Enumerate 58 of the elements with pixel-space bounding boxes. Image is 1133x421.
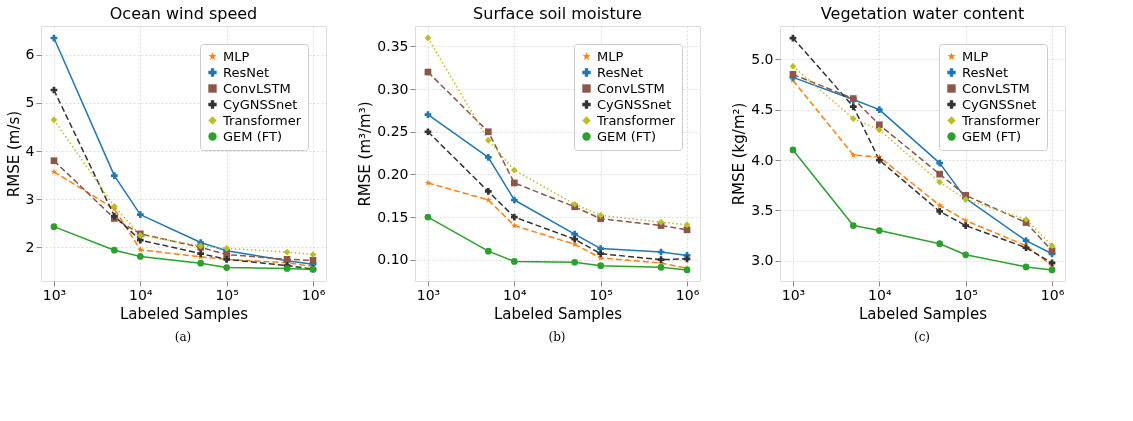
y-tick-label: 0.35 [377, 37, 409, 54]
legend-label: MLP [962, 48, 989, 64]
x-tick-label: 10³ [781, 286, 806, 303]
x-axis-title: Labeled Samples [858, 304, 988, 323]
text: (b) [548, 330, 566, 344]
legend-label: MLP [597, 48, 624, 64]
legend-label: ConvLSTM [962, 80, 1030, 96]
chart-title: Surface soil moisture [473, 4, 642, 23]
y-tick-label: 0.10 [377, 251, 409, 268]
x-tick-label: 10⁴ [129, 286, 153, 303]
y-tick-label: 0.25 [377, 123, 409, 140]
legend-label: Transformer [596, 112, 676, 128]
legend-label: CyGNSSnet [597, 96, 672, 112]
chart-title: Ocean wind speed [109, 4, 258, 23]
y-tick-label: 5.0 [751, 50, 774, 67]
y-tick-label: 0.15 [377, 208, 409, 225]
x-tick-label: 10⁵ [954, 286, 978, 303]
y-axis-title: RMSE (kg/m²) [730, 102, 749, 206]
legend-label: CyGNSSnet [223, 96, 298, 112]
y-tick-label: 2 [25, 238, 35, 255]
y-tick-label: 3.0 [751, 252, 774, 269]
x-tick-label: 10³ [42, 286, 67, 303]
y-axis-title: RMSE (m³/m³) [356, 101, 375, 207]
y-tick-label: 3 [25, 190, 35, 207]
x-tick-label: 10⁶ [301, 286, 326, 303]
y-axis-title: RMSE (m/s) [4, 110, 23, 198]
legend-label: ConvLSTM [223, 80, 291, 96]
text: (a) [174, 330, 192, 344]
legend-label: ConvLSTM [597, 80, 665, 96]
x-tick-label: 10⁴ [503, 286, 527, 303]
y-tick-label: 0.30 [377, 80, 409, 97]
y-tick-label: 3.5 [751, 201, 774, 218]
x-tick-label: 10⁴ [868, 286, 892, 303]
y-tick-label: 5 [25, 94, 35, 111]
legend-label: Transformer [222, 112, 302, 128]
y-tick-label: 4.5 [751, 101, 774, 118]
legend-label: MLP [223, 48, 250, 64]
y-tick-label: 4 [25, 142, 35, 159]
text: (c) [913, 330, 931, 344]
x-tick-label: 10⁶ [675, 286, 700, 303]
x-tick-label: 10⁶ [1040, 286, 1065, 303]
y-tick-label: 4.0 [751, 151, 774, 168]
legend-label: CyGNSSnet [962, 96, 1037, 112]
legend-label: GEM (FT) [223, 128, 282, 144]
y-tick-label: 6 [25, 46, 35, 63]
legend-label: GEM (FT) [597, 128, 656, 144]
x-axis-title: Labeled Samples [493, 304, 623, 323]
x-axis-title: Labeled Samples [119, 304, 249, 323]
legend-label: ResNet [223, 64, 270, 80]
chart-title: Vegetation water content [820, 4, 1025, 23]
legend-label: ResNet [962, 64, 1009, 80]
x-tick-label: 10⁵ [589, 286, 613, 303]
y-tick-label: 0.20 [377, 165, 409, 182]
legend-label: Transformer [961, 112, 1041, 128]
legend-label: GEM (FT) [962, 128, 1021, 144]
legend-label: ResNet [597, 64, 644, 80]
x-tick-label: 10³ [416, 286, 441, 303]
x-tick-label: 10⁵ [215, 286, 239, 303]
